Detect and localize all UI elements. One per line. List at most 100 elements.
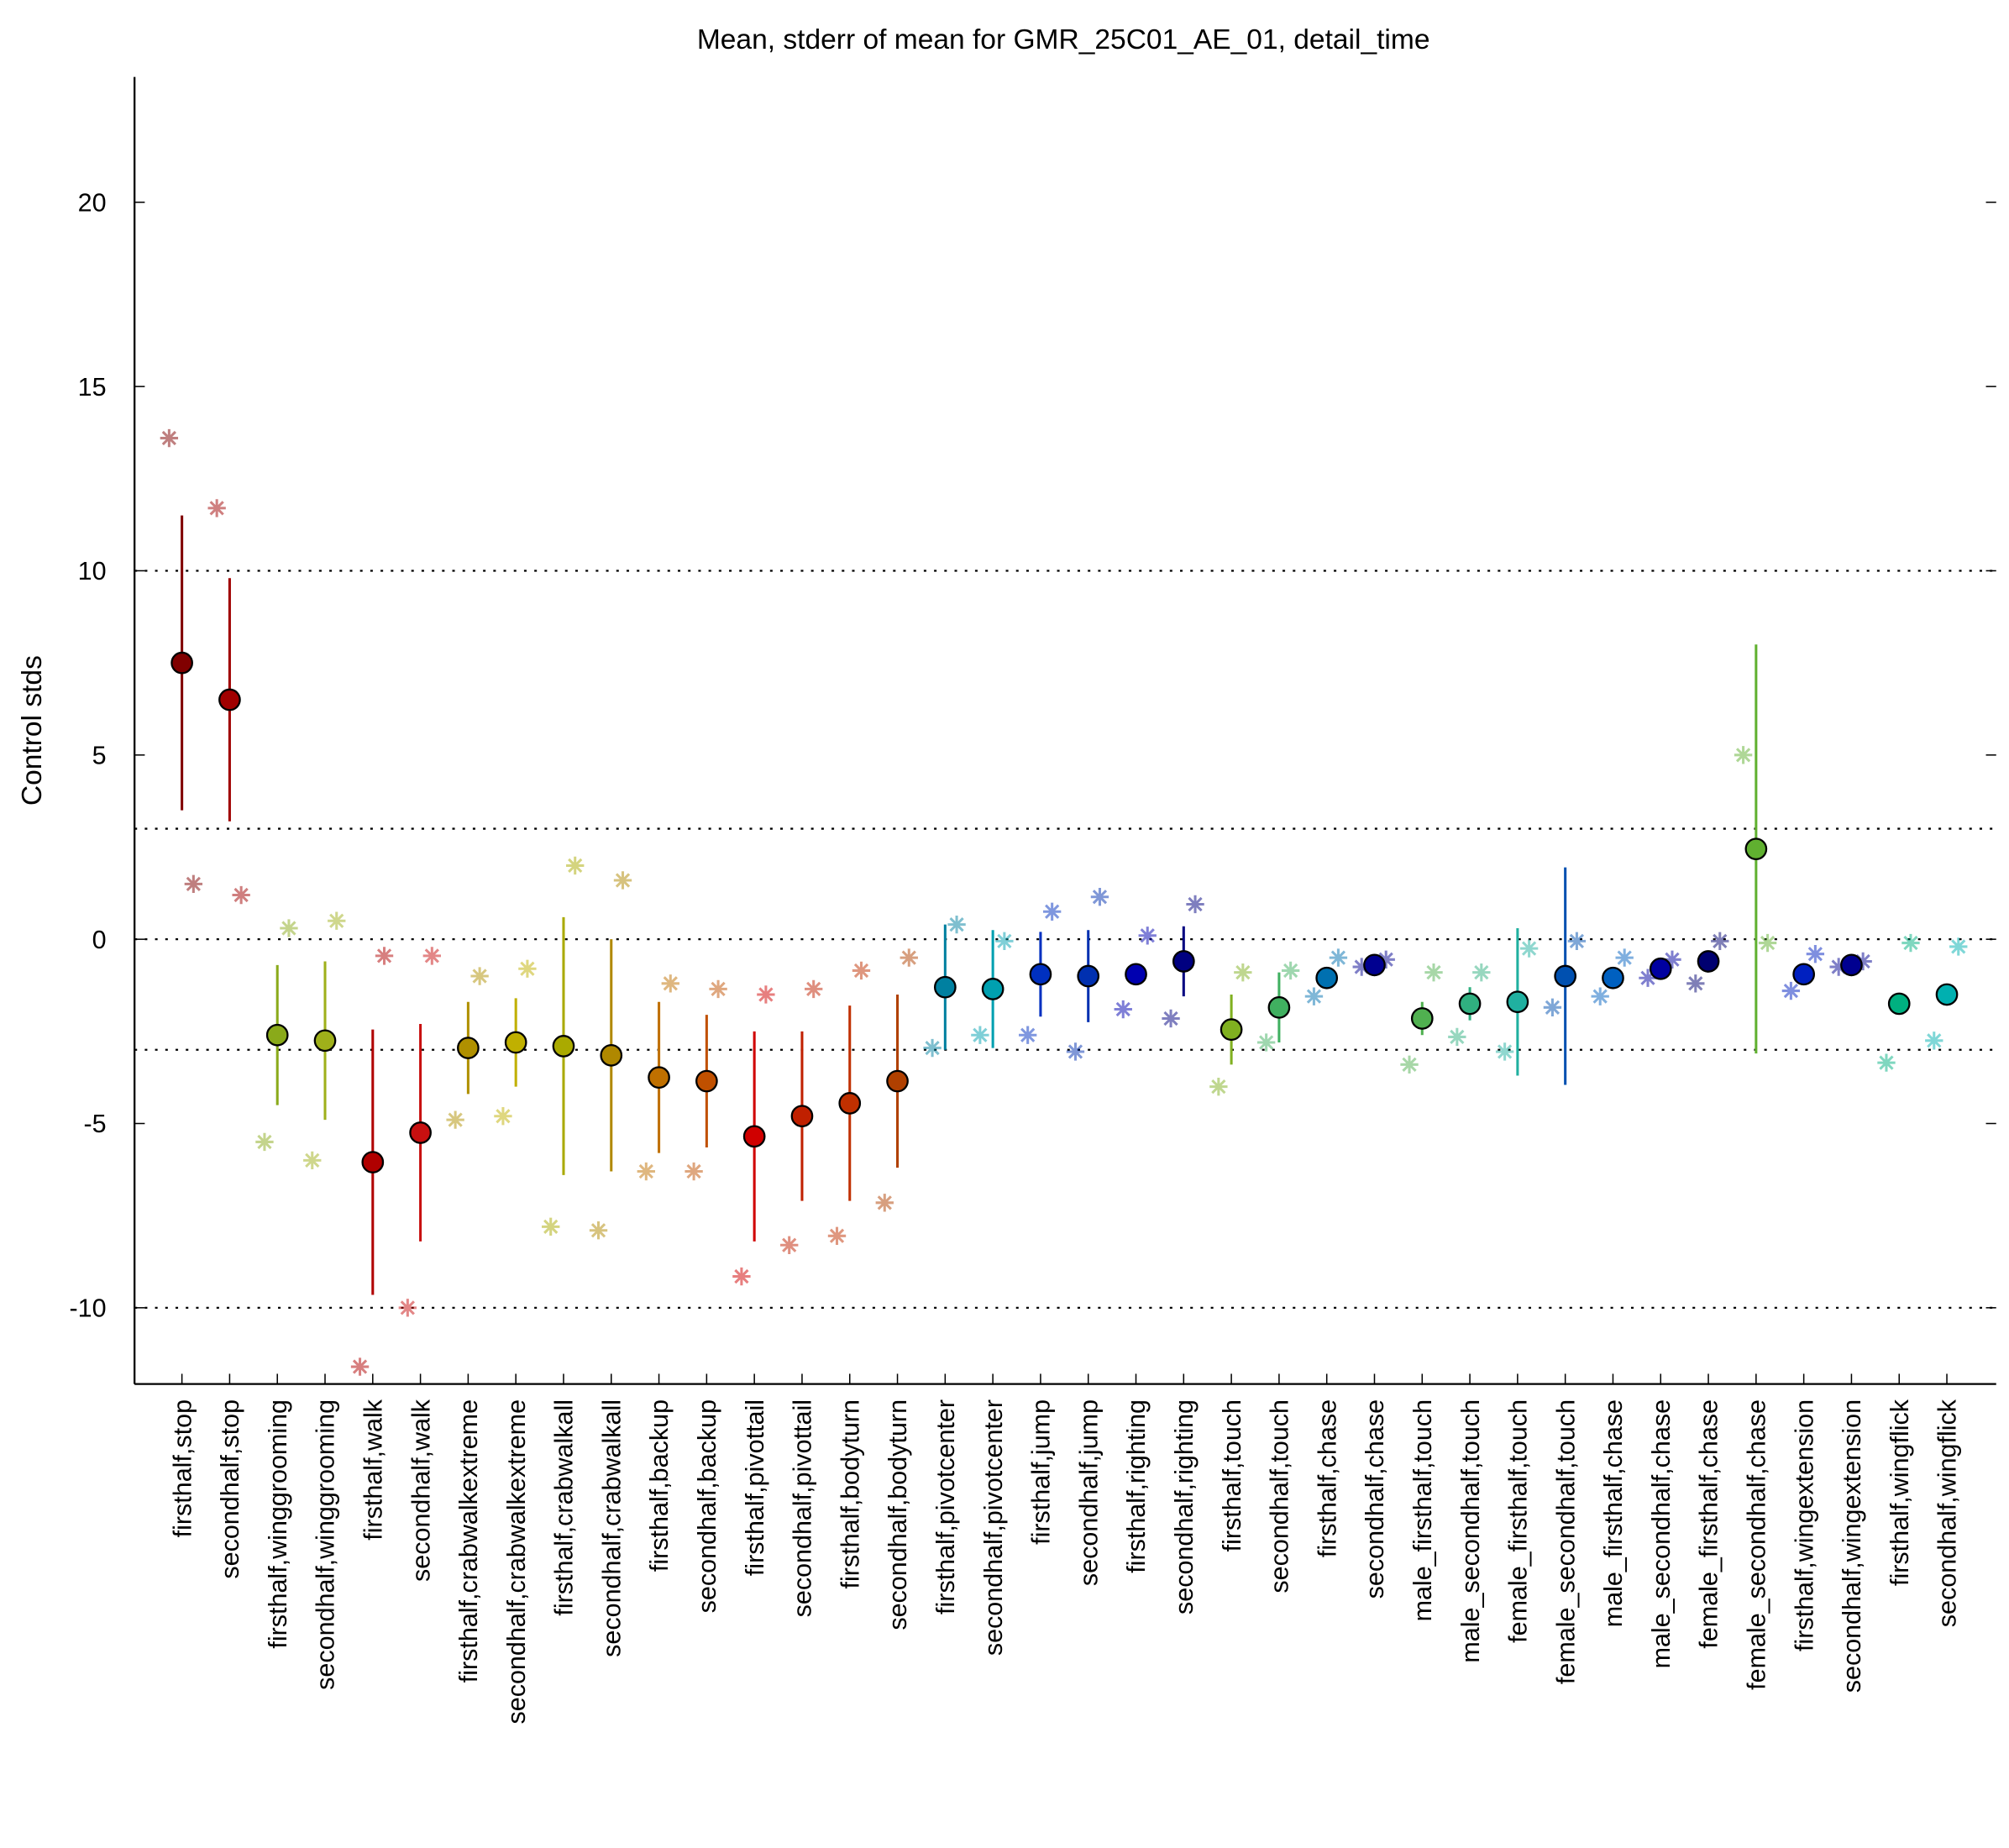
star-point xyxy=(1686,974,1705,993)
star-point xyxy=(900,948,918,967)
star-point xyxy=(1519,939,1539,958)
mean-marker xyxy=(313,1029,337,1053)
mean-marker xyxy=(1554,964,1577,988)
star-point xyxy=(685,1162,703,1181)
star-point xyxy=(494,1107,512,1126)
y-tick-label: 15 xyxy=(78,373,107,402)
star-point xyxy=(1400,1055,1419,1074)
mean-marker xyxy=(552,1035,575,1058)
y-axis-label: Control stds xyxy=(17,655,48,806)
mean-marker xyxy=(1077,964,1100,988)
x-tick-label: male_firsthalf,chase xyxy=(1599,1399,1628,1627)
star-point xyxy=(542,1217,560,1236)
y-tick-label: 20 xyxy=(78,188,107,217)
star-point xyxy=(613,871,632,890)
x-tick-label: firsthalf,bodyturn xyxy=(836,1399,864,1588)
star-point xyxy=(184,874,203,894)
x-tick-label: secondhalf,winggrooming xyxy=(312,1399,340,1690)
x-tick-label: secondhalf,walk xyxy=(407,1399,435,1582)
mean-marker xyxy=(1935,983,1959,1006)
star-point xyxy=(971,1026,989,1044)
star-point xyxy=(1162,1009,1180,1028)
mean-marker xyxy=(1602,966,1624,990)
x-tick-label: firsthalf,chase xyxy=(1313,1399,1341,1557)
star-point xyxy=(637,1162,655,1181)
star-point xyxy=(375,947,394,965)
star-point xyxy=(1377,950,1395,969)
mean-marker xyxy=(1649,957,1672,980)
x-tick-label: secondhalf,pivotcenter xyxy=(979,1399,1008,1656)
star-point xyxy=(470,967,489,985)
star-point xyxy=(1424,963,1443,982)
mean-marker xyxy=(1267,995,1291,1019)
star-point xyxy=(1854,952,1872,971)
star-point xyxy=(1567,932,1587,951)
mean-marker xyxy=(933,975,957,999)
star-point xyxy=(780,1236,799,1254)
x-tick-label: secondhalf,righting xyxy=(1170,1399,1199,1614)
y-tick-label: -5 xyxy=(83,1110,106,1138)
x-tick-label: secondhalf,jump xyxy=(1074,1399,1103,1586)
star-point xyxy=(732,1267,751,1286)
x-tick-label: firsthalf,crabwalkextreme xyxy=(454,1399,483,1683)
star-point xyxy=(1018,1026,1037,1044)
star-point xyxy=(207,499,226,517)
star-point xyxy=(518,959,537,978)
star-point xyxy=(1495,1042,1514,1061)
star-point xyxy=(255,1132,274,1152)
x-tick-label: firsthalf,crabwalkall xyxy=(550,1399,579,1616)
x-tick-label: male_secondhalf,chase xyxy=(1647,1399,1676,1668)
mean-marker xyxy=(1840,953,1863,977)
x-tick-label: secondhalf,pivottail xyxy=(789,1399,817,1617)
star-point xyxy=(1090,888,1109,906)
star-point xyxy=(422,947,442,965)
x-tick-label: secondhalf,bodyturn xyxy=(884,1399,912,1630)
mean-marker xyxy=(457,1037,480,1059)
y-tick-label: 5 xyxy=(92,741,107,769)
star-point xyxy=(1138,927,1157,945)
star-point xyxy=(757,985,775,1004)
star-point xyxy=(350,1357,370,1376)
star-point xyxy=(1304,987,1324,1005)
star-point xyxy=(160,428,179,448)
star-point xyxy=(280,919,298,937)
star-point xyxy=(1543,998,1562,1016)
x-tick-label: firsthalf,jump xyxy=(1027,1399,1056,1545)
x-tick-label: secondhalf,wingextension xyxy=(1838,1399,1866,1693)
star-point xyxy=(1901,933,1920,953)
mean-marker xyxy=(648,1066,670,1089)
star-point xyxy=(1209,1077,1228,1096)
x-tick-label: firsthalf,pivotcenter xyxy=(931,1399,960,1614)
x-tick-label: firsthalf,walk xyxy=(359,1399,387,1541)
mean-marker xyxy=(886,1069,909,1093)
x-tick-label: firsthalf,righting xyxy=(1122,1399,1151,1573)
star-point xyxy=(1066,1042,1085,1061)
mean-marker xyxy=(695,1069,718,1093)
star-point xyxy=(709,979,727,999)
mean-marker xyxy=(981,978,1004,1000)
star-point xyxy=(1877,1053,1896,1072)
x-tick-label: secondhalf,stop xyxy=(216,1399,244,1579)
star-point xyxy=(1352,958,1371,976)
star-point xyxy=(566,856,585,875)
x-tick-label: female_firsthalf,chase xyxy=(1695,1399,1723,1649)
x-tick-label: secondhalf,chase xyxy=(1361,1399,1389,1599)
star-point xyxy=(328,911,346,930)
mean-marker xyxy=(1792,963,1815,986)
star-point xyxy=(661,974,679,993)
star-point xyxy=(1329,948,1348,967)
x-tick-label: secondhalf,backup xyxy=(693,1399,721,1613)
mean-marker xyxy=(1697,950,1720,973)
mean-marker xyxy=(1363,953,1386,977)
star-point xyxy=(875,1194,894,1212)
star-point xyxy=(1256,1033,1276,1052)
x-tick-label: female_secondhalf,touch xyxy=(1551,1399,1580,1684)
mean-marker xyxy=(1410,1007,1434,1030)
star-point xyxy=(1925,1032,1943,1050)
mean-marker xyxy=(1125,963,1147,986)
star-point xyxy=(1615,948,1634,967)
chart-title: Mean, stderr of mean for GMR_25C01_AE_01… xyxy=(697,24,1430,55)
x-tick-label: firsthalf,pivottail xyxy=(741,1399,769,1576)
mean-marker xyxy=(1744,837,1768,861)
